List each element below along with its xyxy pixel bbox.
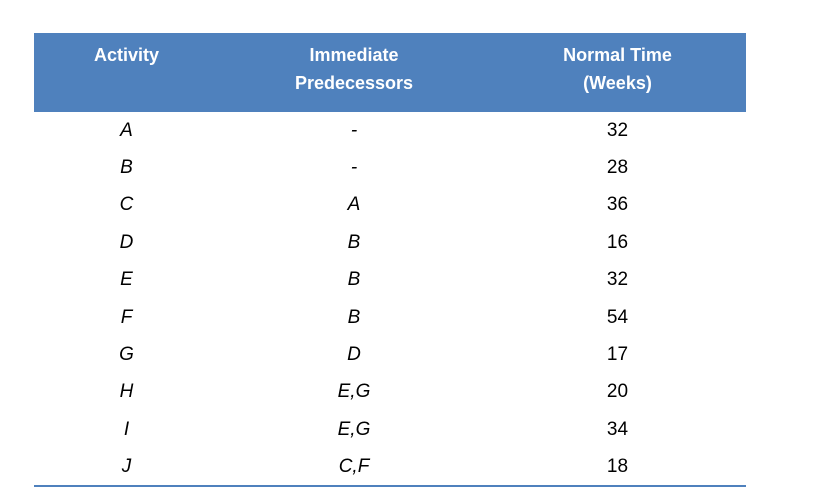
activity-cell: D: [34, 224, 219, 262]
predecessors-cell: E,G: [219, 373, 489, 412]
table-row: A - 32: [34, 112, 746, 150]
table-row: D B 16: [34, 224, 746, 262]
normal-time-cell: 32: [489, 112, 746, 150]
activity-cell: E: [34, 261, 219, 299]
table-row: E B 32: [34, 261, 746, 299]
predecessors-cell: B: [219, 298, 489, 337]
header-normal-time: Normal Time (Weeks): [489, 33, 746, 112]
activity-table: Activity Immediate Predecessors Normal T…: [34, 33, 746, 487]
activity-cell: B: [34, 149, 219, 187]
normal-time-cell: 54: [489, 298, 746, 337]
predecessors-cell: E,G: [219, 411, 489, 449]
header-activity: Activity: [34, 33, 219, 112]
table-row: J C,F 18: [34, 448, 746, 486]
header-predecessors: Immediate Predecessors: [219, 33, 489, 112]
predecessors-cell: A: [219, 186, 489, 225]
normal-time-cell: 36: [489, 186, 746, 225]
activity-cell: I: [34, 411, 219, 449]
predecessors-cell: D: [219, 336, 489, 374]
normal-time-cell: 18: [489, 448, 746, 486]
table-row: H E,G 20: [34, 373, 746, 412]
activity-cell: F: [34, 298, 219, 337]
table-header: Activity Immediate Predecessors Normal T…: [34, 33, 746, 112]
table-row: F B 54: [34, 298, 746, 337]
activity-cell: G: [34, 336, 219, 374]
normal-time-cell: 34: [489, 411, 746, 449]
predecessors-cell: -: [219, 149, 489, 187]
activity-cell: A: [34, 112, 219, 150]
activity-cell: J: [34, 448, 219, 486]
table-row: G D 17: [34, 336, 746, 374]
table-row: I E,G 34: [34, 411, 746, 449]
activity-cell: H: [34, 373, 219, 412]
header-row: Activity Immediate Predecessors Normal T…: [34, 33, 746, 112]
table-body: A - 32 B - 28 C A 36 D B 16 E B: [34, 112, 746, 486]
predecessors-cell: B: [219, 261, 489, 299]
normal-time-cell: 32: [489, 261, 746, 299]
normal-time-cell: 16: [489, 224, 746, 262]
normal-time-cell: 17: [489, 336, 746, 374]
table-row: B - 28: [34, 149, 746, 187]
predecessors-cell: -: [219, 112, 489, 150]
predecessors-cell: C,F: [219, 448, 489, 486]
normal-time-cell: 20: [489, 373, 746, 412]
table-row: C A 36: [34, 186, 746, 225]
normal-time-cell: 28: [489, 149, 746, 187]
predecessors-cell: B: [219, 224, 489, 262]
activity-cell: C: [34, 186, 219, 225]
